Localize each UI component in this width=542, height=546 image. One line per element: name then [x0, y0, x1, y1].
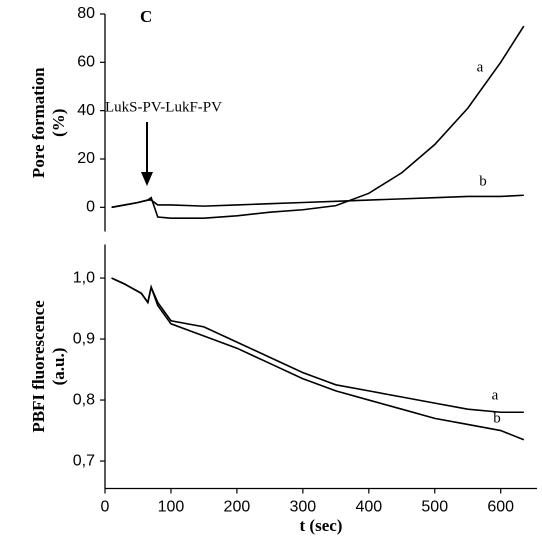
x-tick-label: 200 — [224, 499, 251, 516]
y-axis-label: Pore formation — [29, 67, 48, 178]
y-tick-label: 0 — [86, 199, 95, 216]
y-tick-label: 20 — [77, 150, 95, 167]
y-tick-label: 80 — [77, 5, 95, 22]
series-label: a — [492, 387, 499, 403]
x-tick-label: 500 — [421, 499, 448, 516]
y-axis-label: PBFI fluorescence — [29, 300, 48, 433]
x-tick-label: 300 — [290, 499, 317, 516]
x-axis-label: t (sec) — [300, 516, 343, 535]
series-label: b — [493, 410, 501, 426]
y-tick-label: 0,9 — [73, 330, 95, 347]
series-label: a — [477, 59, 484, 75]
data-line — [111, 277, 525, 441]
y-tick-label: 0,8 — [73, 391, 95, 408]
data-line — [111, 194, 524, 209]
data-line — [111, 277, 524, 414]
panel-label: C — [140, 7, 152, 26]
y-tick-label: 60 — [77, 54, 95, 71]
x-tick-label: 100 — [158, 499, 185, 516]
x-tick-label: 400 — [355, 499, 382, 516]
x-tick-label: 600 — [487, 499, 514, 516]
y-tick-label: 40 — [77, 102, 95, 119]
y-axis-label: (a.u.) — [49, 348, 68, 386]
annotation: LukS-PV-LukF-PV — [105, 99, 222, 115]
data-line — [111, 25, 525, 220]
y-axis-label: (%) — [49, 109, 68, 137]
y-tick-label: 0,7 — [73, 452, 95, 469]
series-label: b — [479, 173, 487, 189]
x-tick-label: 0 — [101, 499, 110, 516]
y-tick-label: 1,0 — [73, 269, 95, 286]
arrow-head — [141, 172, 153, 186]
